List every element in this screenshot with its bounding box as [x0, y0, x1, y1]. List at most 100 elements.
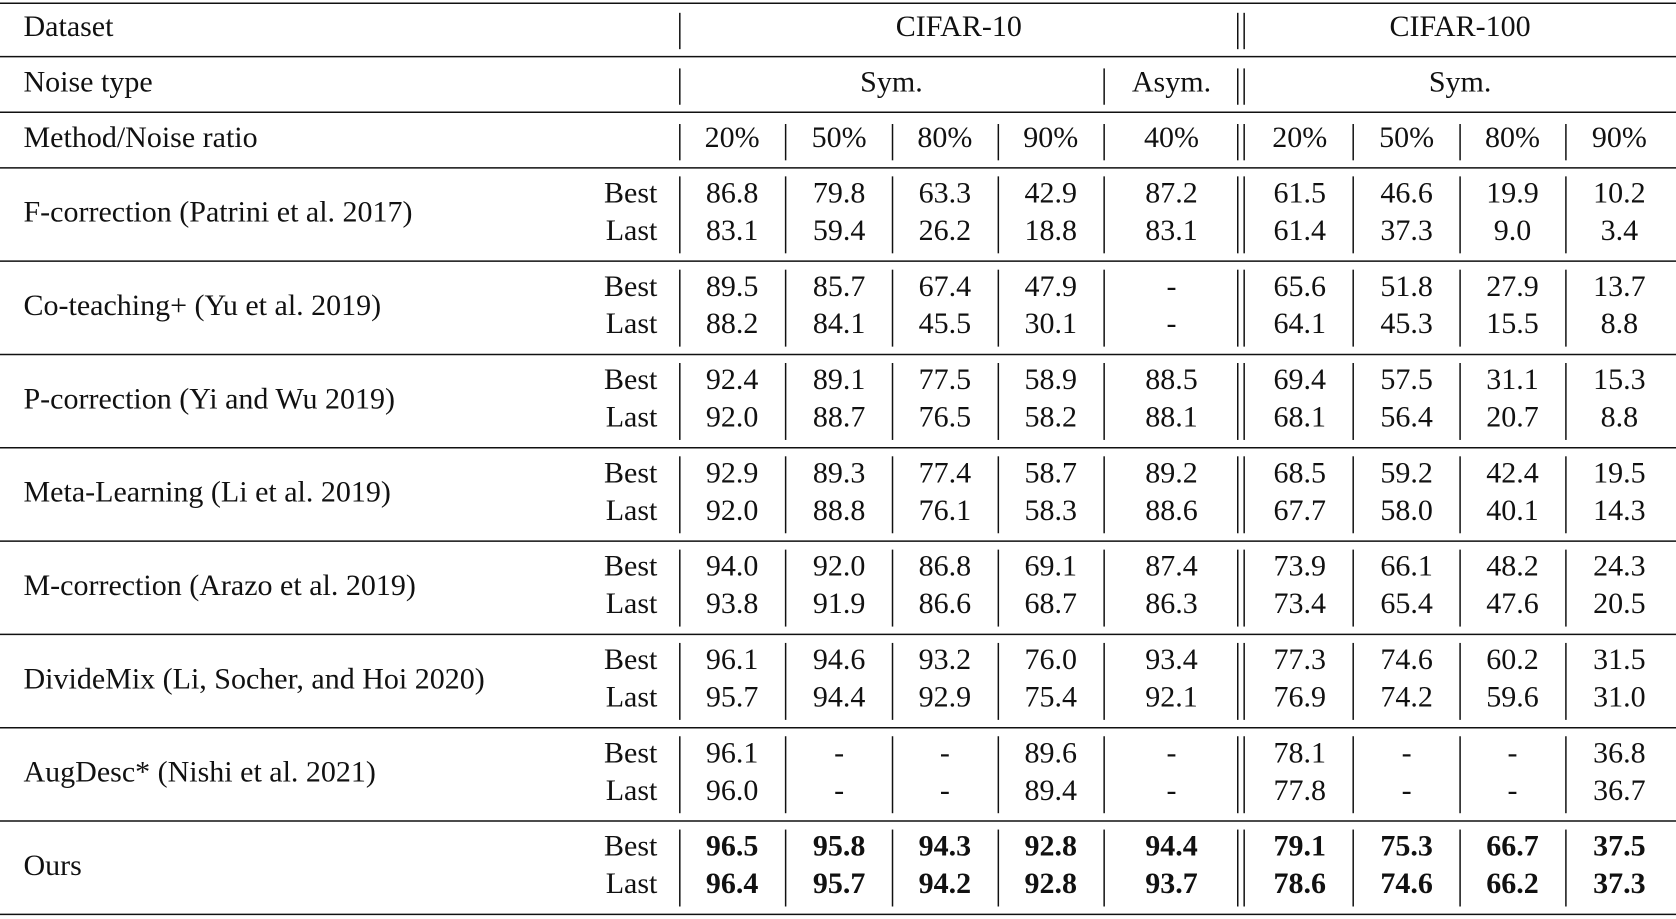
- cell: -: [1507, 774, 1517, 807]
- cell: 66.2: [1486, 867, 1539, 900]
- cell: 3.4: [1601, 214, 1639, 247]
- cell: 93.8: [706, 587, 759, 620]
- cell: 8.8: [1601, 307, 1639, 340]
- cell: 37.5: [1593, 830, 1646, 863]
- cell: -: [1507, 736, 1517, 769]
- header-cell: 40%: [1144, 121, 1199, 154]
- cell: 67.4: [919, 270, 972, 303]
- cell: -: [1166, 774, 1176, 807]
- cell: 36.8: [1593, 736, 1646, 769]
- cell: 66.1: [1380, 550, 1433, 583]
- cell: 89.3: [813, 456, 866, 489]
- cell: 45.5: [919, 307, 972, 340]
- cell: 56.4: [1380, 401, 1433, 434]
- cell: 20.5: [1593, 587, 1646, 620]
- cell: -: [940, 736, 950, 769]
- row-label: Last: [606, 307, 658, 340]
- cell: 74.6: [1380, 867, 1433, 900]
- row-label: Best: [604, 830, 658, 863]
- header-cell: 80%: [1485, 121, 1540, 154]
- cell: 83.1: [1145, 214, 1198, 247]
- row-label: Best: [604, 176, 658, 209]
- cell: 63.3: [919, 176, 972, 209]
- cell: 96.0: [706, 774, 759, 807]
- cell: -: [1402, 774, 1412, 807]
- cell: 88.6: [1145, 494, 1198, 527]
- cell: -: [940, 774, 950, 807]
- cell: 92.1: [1145, 680, 1198, 713]
- cell: -: [1166, 307, 1176, 340]
- cell: 58.7: [1024, 456, 1077, 489]
- cell: 88.8: [813, 494, 866, 527]
- cell: 95.8: [813, 830, 866, 863]
- cell: 58.2: [1024, 401, 1077, 434]
- method-name: Meta-Learning (Li et al. 2019): [24, 476, 391, 509]
- cell: 93.4: [1145, 643, 1198, 676]
- header-cell: Noise type: [24, 65, 153, 98]
- cell: 88.1: [1145, 401, 1198, 434]
- cell: 78.1: [1274, 736, 1327, 769]
- cell: 75.3: [1380, 830, 1433, 863]
- cell: -: [1166, 736, 1176, 769]
- header-cell: Method/Noise ratio: [24, 121, 258, 154]
- method-name: M-correction (Arazo et al. 2019): [24, 569, 416, 602]
- cell: 59.4: [813, 214, 866, 247]
- cell: 14.3: [1593, 494, 1646, 527]
- cell: 92.8: [1024, 867, 1077, 900]
- header-cell: 50%: [812, 121, 867, 154]
- cell: 86.3: [1145, 587, 1198, 620]
- header-cell: 80%: [917, 121, 972, 154]
- cell: 65.6: [1274, 270, 1327, 303]
- cell: 77.3: [1274, 643, 1327, 676]
- cell: 61.4: [1274, 214, 1327, 247]
- method-name: P-correction (Yi and Wu 2019): [24, 382, 395, 415]
- cell: 59.6: [1486, 680, 1539, 713]
- cell: 76.9: [1274, 680, 1327, 713]
- cell: 61.5: [1274, 176, 1327, 209]
- cell: 66.7: [1486, 830, 1539, 863]
- cell: 40.1: [1486, 494, 1539, 527]
- cell: 92.0: [706, 494, 759, 527]
- cell: 77.4: [919, 456, 972, 489]
- method-name: F-correction (Patrini et al. 2017): [24, 196, 413, 229]
- cell: 92.0: [813, 550, 866, 583]
- cell: 24.3: [1593, 550, 1646, 583]
- cell: 89.5: [706, 270, 759, 303]
- cell: 31.1: [1486, 363, 1539, 396]
- cell: 18.8: [1024, 214, 1077, 247]
- cell: 65.4: [1380, 587, 1433, 620]
- cell: 88.2: [706, 307, 759, 340]
- cell: 92.9: [919, 680, 972, 713]
- cell: 58.3: [1024, 494, 1077, 527]
- cell: 37.3: [1380, 214, 1433, 247]
- cell: 47.9: [1024, 270, 1077, 303]
- cell: 27.9: [1486, 270, 1539, 303]
- row-label: Last: [606, 214, 658, 247]
- cell: 31.0: [1593, 680, 1646, 713]
- cell: 78.6: [1274, 867, 1327, 900]
- header-cell: 90%: [1592, 121, 1647, 154]
- header-cell: 20%: [1272, 121, 1327, 154]
- cell: 73.4: [1274, 587, 1327, 620]
- cell: 58.9: [1024, 363, 1077, 396]
- cell: 8.8: [1601, 401, 1639, 434]
- cell: 85.7: [813, 270, 866, 303]
- cell: 89.1: [813, 363, 866, 396]
- cell: 89.2: [1145, 456, 1198, 489]
- method-name: Ours: [24, 849, 82, 882]
- cell: 96.1: [706, 643, 759, 676]
- cell: 89.4: [1024, 774, 1077, 807]
- cell: 30.1: [1024, 307, 1077, 340]
- cell: 36.7: [1593, 774, 1646, 807]
- cell: 67.7: [1274, 494, 1327, 527]
- cell: 51.8: [1380, 270, 1433, 303]
- cell: 87.4: [1145, 550, 1198, 583]
- cell: 75.4: [1024, 680, 1077, 713]
- cell: 86.8: [919, 550, 972, 583]
- header-cell: CIFAR-10: [896, 10, 1022, 43]
- cell: 42.9: [1024, 176, 1077, 209]
- cell: 73.9: [1274, 550, 1327, 583]
- cell: 74.6: [1380, 643, 1433, 676]
- cell: 79.8: [813, 176, 866, 209]
